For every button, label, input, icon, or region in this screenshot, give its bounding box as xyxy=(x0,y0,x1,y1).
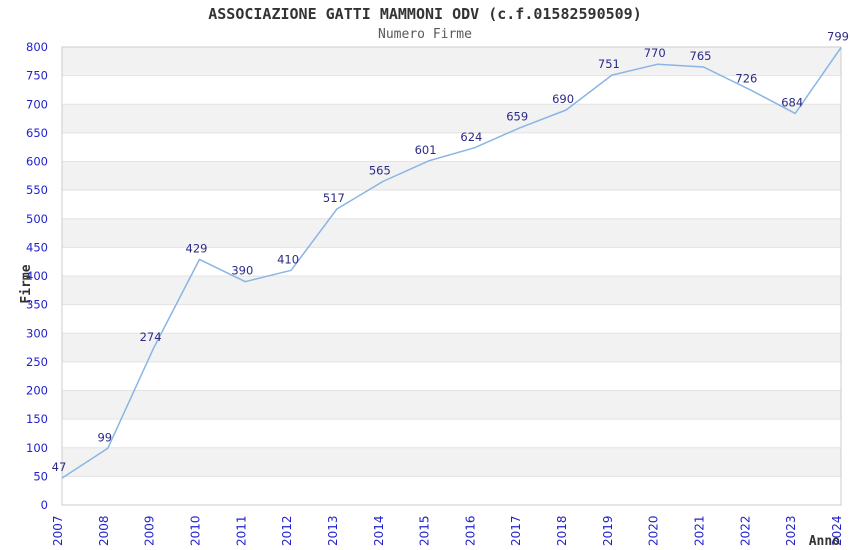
data-label: 410 xyxy=(277,252,299,266)
y-tick-label: 0 xyxy=(41,498,48,512)
x-axis-title: Anno xyxy=(809,534,840,549)
plot-band xyxy=(62,390,841,420)
y-tick-label: 550 xyxy=(26,183,48,197)
y-axis-title: Firme xyxy=(19,264,34,303)
y-tick-label: 300 xyxy=(26,326,48,340)
y-tick-label: 350 xyxy=(26,298,48,312)
x-tick-label: 2007 xyxy=(51,515,65,546)
chart-title: ASSOCIAZIONE GATTI MAMMONI ODV (c.f.0158… xyxy=(208,5,642,23)
y-tick-label: 100 xyxy=(26,441,48,455)
data-label: 770 xyxy=(644,46,666,60)
y-tick-label: 250 xyxy=(26,355,48,369)
y-tick-label: 650 xyxy=(26,126,48,140)
data-label: 624 xyxy=(460,130,482,144)
plot-band xyxy=(62,218,841,248)
data-label: 726 xyxy=(735,71,757,85)
x-tick-label: 2011 xyxy=(234,515,248,546)
data-label: 47 xyxy=(52,460,67,474)
x-tick-label: 2020 xyxy=(647,515,661,546)
x-tick-label: 2009 xyxy=(143,515,157,546)
data-line xyxy=(61,47,842,479)
data-label: 517 xyxy=(323,191,345,205)
y-tick-label: 450 xyxy=(26,240,48,254)
y-tick-label: 200 xyxy=(26,384,48,398)
x-tick-label: 2013 xyxy=(326,515,340,546)
data-label: 390 xyxy=(231,264,253,278)
y-tick-label: 600 xyxy=(26,155,48,169)
plot-band xyxy=(62,47,841,76)
x-tick-label: 2016 xyxy=(463,515,477,546)
data-label: 690 xyxy=(552,92,574,106)
plot-band xyxy=(62,333,841,362)
x-tick-label: 2019 xyxy=(601,515,615,546)
y-tick-label: 150 xyxy=(26,412,48,426)
data-label: 751 xyxy=(598,57,620,71)
plot-band xyxy=(62,104,841,133)
y-tick-label: 800 xyxy=(26,40,48,54)
data-label: 601 xyxy=(415,143,437,157)
y-tick-label: 700 xyxy=(26,97,48,111)
data-label: 659 xyxy=(506,110,528,124)
x-tick-label: 2021 xyxy=(693,515,707,546)
chart-subtitle: Numero Firme xyxy=(378,27,472,42)
y-tick-label: 400 xyxy=(26,269,48,283)
data-label: 274 xyxy=(140,330,162,344)
y-tick-label: 500 xyxy=(26,212,48,226)
x-tick-label: 2008 xyxy=(97,515,111,546)
data-label: 99 xyxy=(97,430,112,444)
x-tick-label: 2012 xyxy=(280,515,294,546)
data-label: 684 xyxy=(781,95,803,109)
plot-border xyxy=(61,46,842,506)
data-label: 799 xyxy=(827,30,849,44)
x-tick-label: 2023 xyxy=(784,515,798,546)
plot-band xyxy=(62,161,841,191)
x-tick-label: 2014 xyxy=(372,515,386,546)
plot-band xyxy=(62,447,841,477)
x-tick-label: 2017 xyxy=(509,515,523,546)
x-tick-label: 2022 xyxy=(738,515,752,546)
y-tick-label: 750 xyxy=(26,69,48,83)
data-label: 429 xyxy=(186,241,208,255)
x-tick-label: 2010 xyxy=(189,515,203,546)
x-tick-label: 2024 xyxy=(830,515,844,546)
y-tick-label: 50 xyxy=(33,469,48,483)
plot-band xyxy=(62,276,841,305)
x-tick-label: 2015 xyxy=(418,515,432,546)
data-label: 565 xyxy=(369,164,391,178)
data-label: 765 xyxy=(690,49,712,63)
x-tick-label: 2018 xyxy=(555,515,569,546)
